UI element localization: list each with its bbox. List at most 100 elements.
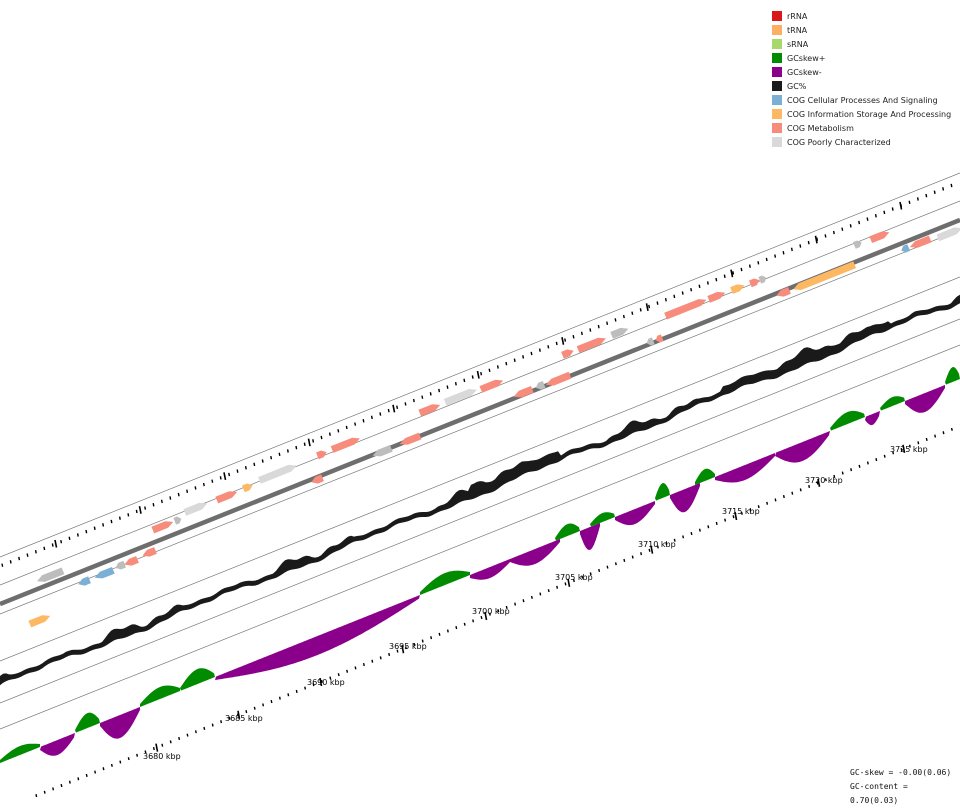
scale-tick-dot — [354, 666, 357, 670]
track-guide-line — [0, 318, 960, 704]
tick-dot — [85, 529, 88, 534]
gc-skew-negative — [715, 453, 775, 483]
tick-dot — [295, 445, 298, 450]
gene-arrow — [576, 337, 606, 353]
tick-major — [814, 235, 818, 244]
gene-arrow — [316, 450, 327, 460]
gene-arrow — [664, 299, 707, 320]
legend-item: COG Cellular Processes And Signaling — [772, 93, 951, 107]
gene-arrow — [758, 275, 767, 284]
gene-arrow — [94, 567, 115, 579]
tick-dot — [782, 250, 785, 255]
legend-item: GCskew- — [772, 65, 951, 79]
tick-dot — [555, 341, 558, 346]
tick-dot — [102, 523, 105, 527]
gene-arrow — [183, 502, 208, 516]
scale-tick-dot — [833, 474, 836, 478]
scale-tick-dot — [304, 686, 307, 690]
scale-tick-dot — [740, 511, 743, 515]
legend-label: tRNA — [787, 25, 808, 35]
scale-tick-dot — [421, 639, 424, 643]
scale-label: 3685 kbp — [225, 714, 263, 723]
scale-tick-dot — [43, 790, 46, 794]
scale-tick-dot — [866, 461, 869, 465]
gene-arrow — [749, 278, 760, 288]
tick-dot — [925, 193, 928, 198]
scale-tick-dot — [203, 726, 206, 730]
tick-dot — [303, 442, 306, 446]
scale-tick-dot — [245, 710, 248, 714]
scale-tick-major — [401, 645, 405, 654]
tick-dot — [874, 214, 877, 218]
tick-dot — [253, 462, 256, 467]
scale-tick-dot — [480, 615, 483, 620]
gene-arrow — [479, 379, 504, 393]
tick-dot — [765, 257, 768, 262]
scale-tick-dot — [85, 773, 88, 777]
legend-item: COG Metabolism — [772, 121, 951, 135]
legend: rRNA tRNA sRNA GCskew+ GCskew- GC% COG Cellula… — [772, 9, 951, 149]
tick-dot — [286, 449, 289, 453]
scale-tick-dot — [690, 531, 693, 536]
gc-skew-positive — [945, 366, 960, 385]
tick-dot — [438, 388, 441, 393]
scale-tick-dot — [950, 427, 953, 431]
scale-labels: 3680 kbp 3685 kbp 3690 kbp 3695 kbp 3700 kbp… — [143, 445, 928, 761]
scale-tick-dot — [581, 575, 584, 579]
tick-dot — [572, 334, 575, 339]
scale-tick-dot — [665, 542, 668, 546]
legend-swatch — [772, 81, 782, 91]
legend-swatch — [772, 53, 782, 63]
scale-label: 3725 kbp — [890, 445, 928, 454]
tick-dot — [177, 492, 180, 497]
tick-dot — [656, 301, 659, 305]
gene-arrow — [655, 334, 664, 343]
tick-dot — [606, 321, 609, 326]
outer-tick-ring — [1, 183, 953, 567]
tick-dot — [18, 556, 21, 561]
tick-dot — [404, 402, 407, 406]
legend-label: GCskew+ — [787, 53, 826, 63]
tick-dot — [396, 405, 399, 410]
scale-tick-dot — [530, 595, 533, 599]
scale-tick-dot — [598, 568, 601, 573]
scale-tick-major — [155, 743, 159, 752]
tick-major — [307, 438, 311, 447]
tick-dot — [933, 190, 936, 194]
scale-tick-dot — [892, 451, 895, 455]
scale-tick-dot — [169, 740, 172, 744]
tick-dot — [732, 271, 735, 275]
tick-dot — [488, 368, 491, 373]
legend-swatch — [772, 67, 782, 77]
tick-dot — [26, 553, 29, 557]
tick-dot — [496, 365, 499, 369]
tick-dot — [228, 472, 231, 477]
tick-dot — [942, 187, 945, 191]
scale-tick-dot — [94, 770, 97, 774]
scale-tick-major — [817, 478, 821, 487]
tick-dot — [690, 287, 693, 292]
tick-major — [223, 472, 227, 481]
scale-tick-major — [237, 710, 241, 719]
scale-tick-dot — [732, 515, 735, 519]
tick-dot — [93, 526, 96, 530]
scale-tick-dot — [337, 673, 340, 677]
gene-arrow — [545, 371, 572, 386]
scale-tick-dot — [388, 652, 391, 657]
tick-dot — [446, 385, 449, 389]
tick-dot — [387, 408, 390, 413]
scale-tick-dot — [463, 622, 466, 626]
scale-label: 3700 kbp — [472, 607, 510, 616]
tick-dot — [328, 432, 331, 436]
gc-skew-track — [0, 366, 960, 763]
scale-tick-dot — [572, 579, 575, 583]
tick-dot — [522, 355, 525, 359]
tick-dot — [34, 550, 37, 554]
legend-label: COG Poorly Characterized — [787, 137, 891, 147]
scale-tick-dot — [850, 468, 853, 472]
scale-tick-dot — [270, 699, 273, 704]
track-guide-line — [0, 229, 960, 615]
tick-dot — [370, 415, 373, 420]
tick-dot — [270, 455, 273, 460]
scale-tick-dot — [110, 763, 113, 767]
